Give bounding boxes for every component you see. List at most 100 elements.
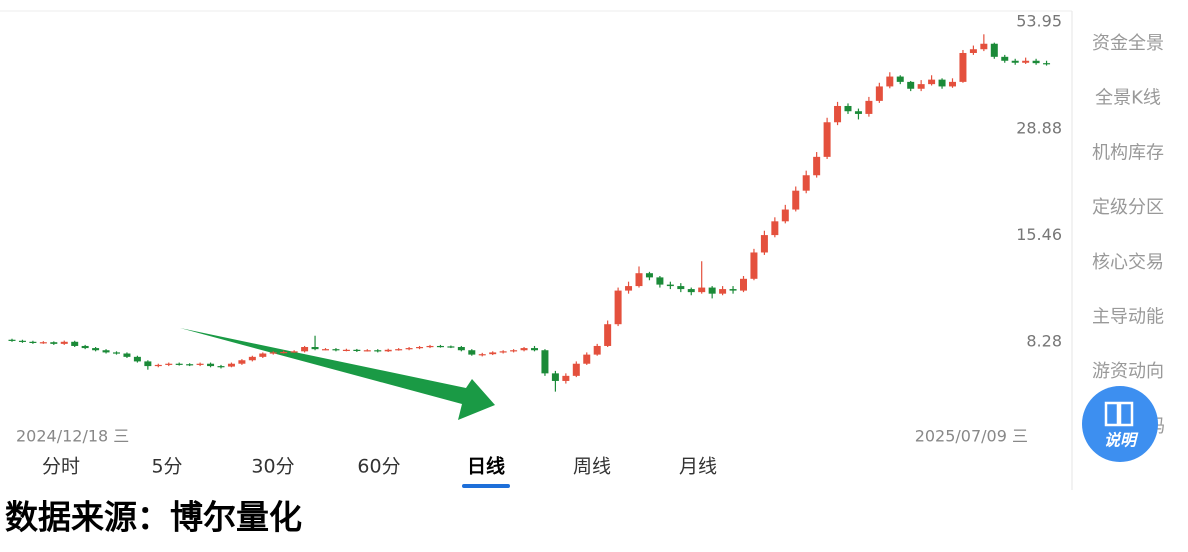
side-menu-item[interactable]: 定级分区: [1092, 197, 1164, 218]
candle-body: [886, 76, 894, 87]
candle-body: [510, 350, 518, 352]
annotation-arrow: [180, 328, 495, 420]
candle-body: [781, 209, 789, 222]
candle-body: [990, 43, 998, 57]
candle-body: [802, 175, 810, 191]
candle-body: [708, 287, 716, 294]
candle-body: [405, 348, 413, 350]
candle-body: [687, 289, 695, 293]
candle-body: [792, 190, 800, 210]
candle-body: [207, 363, 215, 367]
candle-body: [416, 347, 424, 349]
candle-body: [165, 363, 173, 365]
candle-body: [896, 76, 904, 82]
tab[interactable]: 月线: [679, 456, 717, 478]
candle-body: [541, 350, 549, 374]
candle-body: [645, 273, 653, 278]
candle-body: [395, 349, 403, 351]
x-start-label: 2024/12/18 三: [16, 427, 129, 446]
candle-body: [123, 353, 131, 357]
candle-body: [551, 373, 559, 381]
candle-body: [238, 360, 246, 364]
candle-body: [102, 350, 110, 353]
candle-body: [666, 284, 674, 287]
candle-body: [531, 348, 538, 351]
candle-body: [750, 252, 758, 279]
candle-body: [322, 349, 329, 351]
candle-body: [562, 375, 570, 381]
side-menu-item[interactable]: 游资动向: [1092, 361, 1164, 382]
y-tick-label: 28.88: [1016, 118, 1062, 137]
candle-body: [625, 286, 633, 291]
candle-body: [583, 354, 591, 364]
candle-body: [1001, 56, 1009, 61]
candle-body: [635, 273, 643, 287]
candle-body: [457, 347, 465, 351]
candle-body: [813, 156, 821, 176]
candle-body: [29, 341, 37, 343]
candle-body: [154, 364, 162, 367]
candle-body: [259, 353, 267, 357]
side-menu-item[interactable]: 机构库存: [1092, 142, 1164, 163]
candle-body: [520, 348, 528, 351]
help-button[interactable]: 说明: [1082, 386, 1158, 462]
candle-body: [771, 221, 779, 236]
candle-body: [280, 351, 288, 354]
candle-body: [865, 100, 873, 114]
candle-body: [959, 52, 967, 82]
candle-body: [342, 349, 350, 351]
footer-source: 数据来源：博尔量化: [5, 498, 302, 537]
side-menu-item[interactable]: 资金全景: [1092, 33, 1164, 54]
candle-body: [144, 361, 152, 367]
candle-body: [311, 347, 319, 350]
tab[interactable]: 周线: [573, 456, 611, 478]
y-tick-label: 53.95: [1016, 11, 1062, 30]
candle-body: [92, 348, 100, 351]
tab[interactable]: 5分: [151, 456, 182, 478]
candle-body: [604, 324, 612, 346]
tab-underline: [462, 484, 510, 488]
candle-body: [854, 111, 862, 114]
candle-body: [217, 366, 225, 368]
y-tick-label: 15.46: [1016, 225, 1062, 244]
candle-body: [499, 351, 507, 353]
tab[interactable]: 分时: [42, 456, 80, 478]
candle-body: [248, 356, 256, 361]
candle-body: [269, 352, 277, 354]
candle-body: [301, 347, 309, 352]
candle-body: [614, 290, 622, 325]
candle-body: [729, 289, 737, 291]
side-menu-item[interactable]: 主导动能: [1092, 307, 1164, 328]
candle-body: [980, 43, 988, 50]
candle-body: [113, 352, 120, 354]
candle-body: [468, 350, 476, 355]
tab[interactable]: 30分: [251, 456, 294, 478]
candle-body: [332, 349, 340, 351]
candle-body: [447, 346, 455, 348]
help-label[interactable]: 说明: [1104, 431, 1139, 450]
candle-body: [969, 49, 977, 53]
candle-body: [677, 286, 685, 290]
candle-body: [656, 277, 664, 285]
side-menu-item[interactable]: 核心交易: [1092, 252, 1164, 273]
candle-body: [844, 105, 852, 112]
candle-body: [928, 79, 936, 85]
candle-body: [917, 84, 925, 89]
candle-body: [834, 105, 842, 123]
candle-body: [384, 349, 392, 352]
tab[interactable]: 60分: [357, 456, 400, 478]
tab[interactable]: 日线: [467, 455, 505, 478]
candle-body: [426, 345, 434, 348]
side-menu-item[interactable]: 全景K线: [1095, 88, 1161, 109]
candle-body: [18, 340, 26, 342]
candle-body: [478, 354, 486, 356]
candle-body: [949, 81, 956, 87]
candle-body: [133, 356, 141, 362]
x-end-label: 2025/07/09 三: [915, 427, 1028, 446]
candle-body: [593, 345, 601, 355]
candle-body: [363, 350, 371, 352]
candle-body: [50, 342, 58, 344]
candle-body: [81, 345, 89, 349]
